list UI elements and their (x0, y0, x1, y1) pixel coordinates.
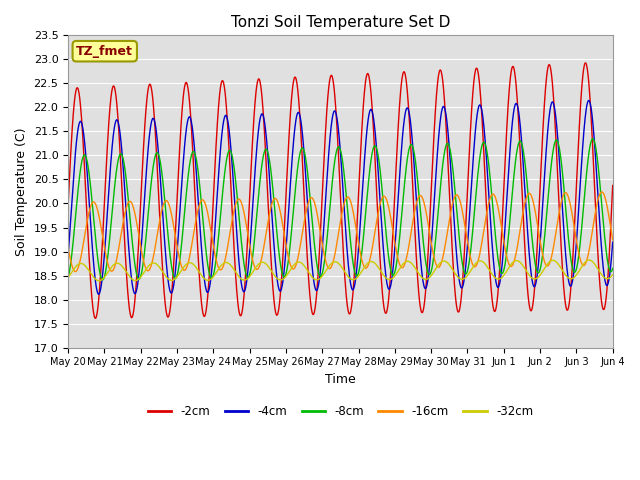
-16cm (609, 237, 616, 243)
-2cm (107, 97, 115, 103)
-16cm (296, 247, 303, 252)
-2cm (129, 312, 137, 318)
-8cm (129, 244, 137, 250)
-16cm (129, 203, 137, 208)
-2cm (317, 226, 324, 231)
-16cm (374, 209, 382, 215)
-2cm (307, 302, 315, 308)
X-axis label: Time: Time (325, 373, 356, 386)
-4cm (317, 265, 324, 271)
-16cm (72, 269, 79, 275)
-8cm (609, 265, 616, 271)
Line: -2cm: -2cm (68, 63, 612, 318)
-4cm (609, 240, 616, 245)
Line: -16cm: -16cm (68, 192, 612, 272)
-4cm (585, 97, 593, 103)
-4cm (129, 285, 137, 291)
-16cm (317, 231, 324, 237)
-8cm (296, 152, 303, 158)
-8cm (99, 277, 106, 283)
-16cm (64, 245, 72, 251)
-4cm (95, 291, 102, 297)
Legend: -2cm, -4cm, -8cm, -16cm, -32cm: -2cm, -4cm, -8cm, -16cm, -32cm (143, 400, 538, 423)
-2cm (64, 201, 72, 206)
-4cm (296, 111, 303, 117)
Title: Tonzi Soil Temperature Set D: Tonzi Soil Temperature Set D (231, 15, 450, 30)
Text: TZ_fmet: TZ_fmet (76, 45, 133, 58)
-8cm (107, 226, 115, 231)
-32cm (296, 259, 303, 265)
-8cm (374, 154, 382, 160)
-8cm (64, 275, 72, 280)
-8cm (317, 274, 324, 279)
-32cm (307, 273, 315, 278)
Line: -32cm: -32cm (68, 260, 612, 281)
Line: -4cm: -4cm (68, 100, 612, 294)
-32cm (585, 257, 593, 263)
-16cm (107, 268, 115, 274)
-4cm (307, 248, 315, 254)
-16cm (307, 195, 315, 201)
-2cm (92, 315, 99, 321)
-4cm (107, 162, 115, 168)
-2cm (582, 60, 589, 66)
-32cm (374, 264, 382, 270)
Line: -8cm: -8cm (68, 139, 612, 280)
-32cm (107, 265, 115, 271)
-32cm (95, 278, 103, 284)
-2cm (374, 224, 382, 230)
-32cm (64, 275, 72, 280)
-32cm (609, 272, 616, 278)
-16cm (598, 189, 605, 195)
-8cm (307, 203, 315, 209)
-32cm (317, 275, 324, 281)
-4cm (64, 252, 72, 257)
-32cm (129, 277, 137, 283)
-2cm (609, 182, 616, 188)
-2cm (296, 108, 303, 114)
Y-axis label: Soil Temperature (C): Soil Temperature (C) (15, 127, 28, 256)
-4cm (374, 171, 382, 177)
-8cm (589, 136, 596, 142)
